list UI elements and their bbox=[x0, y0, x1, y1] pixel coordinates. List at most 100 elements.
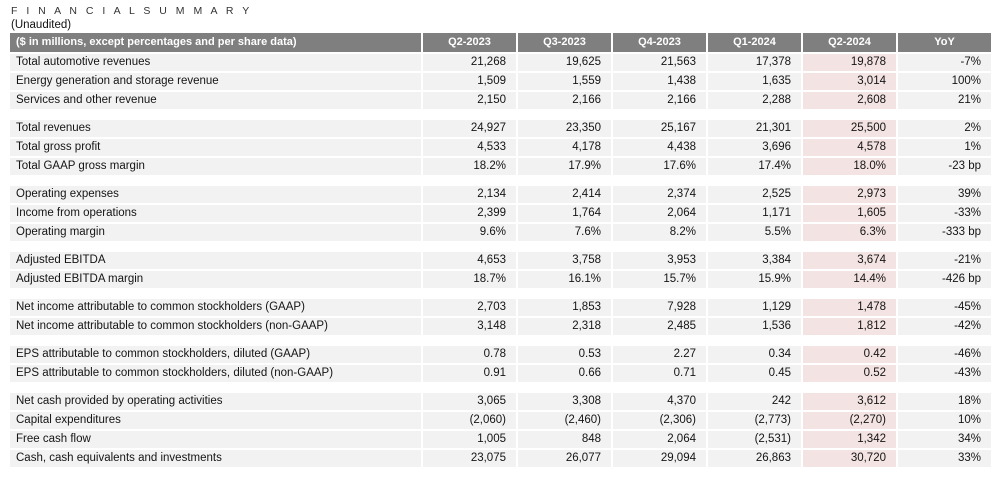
cell-q1-2024: 1,635 bbox=[708, 73, 801, 90]
row-label: Total automotive revenues bbox=[10, 54, 421, 71]
table-row: Total revenues 24,927 23,350 25,167 21,301 25… bbox=[10, 120, 991, 137]
row-label: Total gross profit bbox=[10, 139, 421, 156]
cell-q4-2023: 25,167 bbox=[613, 120, 706, 137]
cell-q1-2024: 1,171 bbox=[708, 205, 801, 222]
cell-q2-2024: 3,612 bbox=[803, 393, 896, 410]
cell-q2-2024: 1,605 bbox=[803, 205, 896, 222]
cell-yoy: 21% bbox=[898, 92, 991, 109]
cell-yoy: -46% bbox=[898, 346, 991, 363]
table-row: Energy generation and storage revenue 1,5… bbox=[10, 73, 991, 90]
cell-q3-2023: 0.66 bbox=[518, 365, 611, 382]
cell-q3-2023: 26,077 bbox=[518, 450, 611, 467]
cell-yoy: -21% bbox=[898, 252, 991, 269]
cell-q1-2024: 0.45 bbox=[708, 365, 801, 382]
table-row: EPS attributable to common stockholders,… bbox=[10, 365, 991, 382]
row-label: Cash, cash equivalents and investments bbox=[10, 450, 421, 467]
cell-q1-2024: 3,384 bbox=[708, 252, 801, 269]
cell-q2-2024: 0.52 bbox=[803, 365, 896, 382]
cell-q4-2023: 2,064 bbox=[613, 431, 706, 448]
cell-q4-2023: 21,563 bbox=[613, 54, 706, 71]
cell-q3-2023: 1,559 bbox=[518, 73, 611, 90]
row-label: Adjusted EBITDA bbox=[10, 252, 421, 269]
cell-q4-2023: 2.27 bbox=[613, 346, 706, 363]
cell-q3-2023: 19,625 bbox=[518, 54, 611, 71]
financial-summary-table: ($ in millions, except percentages and p… bbox=[10, 33, 991, 469]
cell-q1-2024: 1,129 bbox=[708, 299, 801, 316]
cell-q4-2023: 4,370 bbox=[613, 393, 706, 410]
cell-yoy: 100% bbox=[898, 73, 991, 90]
cell-q2-2024: 0.42 bbox=[803, 346, 896, 363]
column-header-q2-2023: Q2-2023 bbox=[423, 33, 516, 52]
cell-q4-2023: 8.2% bbox=[613, 224, 706, 241]
cell-yoy: 33% bbox=[898, 450, 991, 467]
cell-q4-2023: (2,306) bbox=[613, 412, 706, 429]
cell-q1-2024: (2,531) bbox=[708, 431, 801, 448]
cell-q2-2023: 3,065 bbox=[423, 393, 516, 410]
cell-yoy: -43% bbox=[898, 365, 991, 382]
cell-q2-2024: 2,973 bbox=[803, 186, 896, 203]
cell-q2-2023: 21,268 bbox=[423, 54, 516, 71]
cell-q2-2023: 18.2% bbox=[423, 158, 516, 175]
row-label: Operating margin bbox=[10, 224, 421, 241]
row-label: EPS attributable to common stockholders,… bbox=[10, 346, 421, 363]
table-section: Total revenues 24,927 23,350 25,167 21,301 25… bbox=[10, 120, 991, 175]
cell-q3-2023: 2,166 bbox=[518, 92, 611, 109]
table-row: Operating expenses 2,134 2,414 2,374 2,525 2,… bbox=[10, 186, 991, 203]
cell-yoy: 18% bbox=[898, 393, 991, 410]
column-header-q1-2024: Q1-2024 bbox=[708, 33, 801, 52]
cell-q2-2024: 25,500 bbox=[803, 120, 896, 137]
table-row: EPS attributable to common stockholders,… bbox=[10, 346, 991, 363]
table-header-row: ($ in millions, except percentages and p… bbox=[10, 33, 991, 52]
cell-q4-2023: 15.7% bbox=[613, 271, 706, 288]
cell-q2-2023: 1,509 bbox=[423, 73, 516, 90]
row-label: Free cash flow bbox=[10, 431, 421, 448]
cell-q2-2024: 3,674 bbox=[803, 252, 896, 269]
table-section: Adjusted EBITDA 4,653 3,758 3,953 3,384 3,674… bbox=[10, 252, 991, 288]
table-row: Adjusted EBITDA 4,653 3,758 3,953 3,384 3,674… bbox=[10, 252, 991, 269]
cell-q3-2023: 4,178 bbox=[518, 139, 611, 156]
cell-yoy: -23 bp bbox=[898, 158, 991, 175]
cell-q2-2023: 1,005 bbox=[423, 431, 516, 448]
cell-q1-2024: 17.4% bbox=[708, 158, 801, 175]
table-row: Total GAAP gross margin 18.2% 17.9% 17.6% 17… bbox=[10, 158, 991, 175]
cell-q2-2024: 4,578 bbox=[803, 139, 896, 156]
cell-yoy: 10% bbox=[898, 412, 991, 429]
cell-q3-2023: 16.1% bbox=[518, 271, 611, 288]
cell-yoy: -333 bp bbox=[898, 224, 991, 241]
row-label: Net income attributable to common stockh… bbox=[10, 299, 421, 316]
cell-q1-2024: (2,773) bbox=[708, 412, 801, 429]
table-section: Operating expenses 2,134 2,414 2,374 2,525 2,… bbox=[10, 186, 991, 241]
table-row: Capital expenditures (2,060) (2,460) (2,306… bbox=[10, 412, 991, 429]
cell-q3-2023: 3,758 bbox=[518, 252, 611, 269]
cell-q1-2024: 21,301 bbox=[708, 120, 801, 137]
row-label: Capital expenditures bbox=[10, 412, 421, 429]
cell-q1-2024: 15.9% bbox=[708, 271, 801, 288]
table-section: Net income attributable to common stockh… bbox=[10, 299, 991, 335]
row-label: Net cash provided by operating activitie… bbox=[10, 393, 421, 410]
cell-q2-2023: 4,533 bbox=[423, 139, 516, 156]
cell-q2-2023: 2,399 bbox=[423, 205, 516, 222]
table-section: Total automotive revenues 21,268 19,625 21,… bbox=[10, 54, 991, 109]
cell-q4-2023: 2,485 bbox=[613, 318, 706, 335]
cell-q1-2024: 0.34 bbox=[708, 346, 801, 363]
column-header-q3-2023: Q3-2023 bbox=[518, 33, 611, 52]
cell-q2-2023: 18.7% bbox=[423, 271, 516, 288]
column-header-yoy: YoY bbox=[898, 33, 991, 52]
cell-q3-2023: 1,853 bbox=[518, 299, 611, 316]
table-row: Income from operations 2,399 1,764 2,064 1,1… bbox=[10, 205, 991, 222]
table-row: Total automotive revenues 21,268 19,625 21,… bbox=[10, 54, 991, 71]
cell-q3-2023: 2,414 bbox=[518, 186, 611, 203]
cell-q4-2023: 7,928 bbox=[613, 299, 706, 316]
page-title: F I N A N C I A L S U M M A R Y bbox=[11, 5, 253, 17]
cell-q2-2024: 30,720 bbox=[803, 450, 896, 467]
cell-q3-2023: 2,318 bbox=[518, 318, 611, 335]
table-row: Net cash provided by operating activitie… bbox=[10, 393, 991, 410]
cell-q1-2024: 242 bbox=[708, 393, 801, 410]
cell-q4-2023: 4,438 bbox=[613, 139, 706, 156]
table-row: Operating margin 9.6% 7.6% 8.2% 5.5% 6.3% -333… bbox=[10, 224, 991, 241]
table-section: EPS attributable to common stockholders,… bbox=[10, 346, 991, 382]
cell-q4-2023: 0.71 bbox=[613, 365, 706, 382]
cell-q1-2024: 3,696 bbox=[708, 139, 801, 156]
table-header-label: ($ in millions, except percentages and p… bbox=[10, 33, 421, 52]
table-row: Cash, cash equivalents and investments 23… bbox=[10, 450, 991, 467]
